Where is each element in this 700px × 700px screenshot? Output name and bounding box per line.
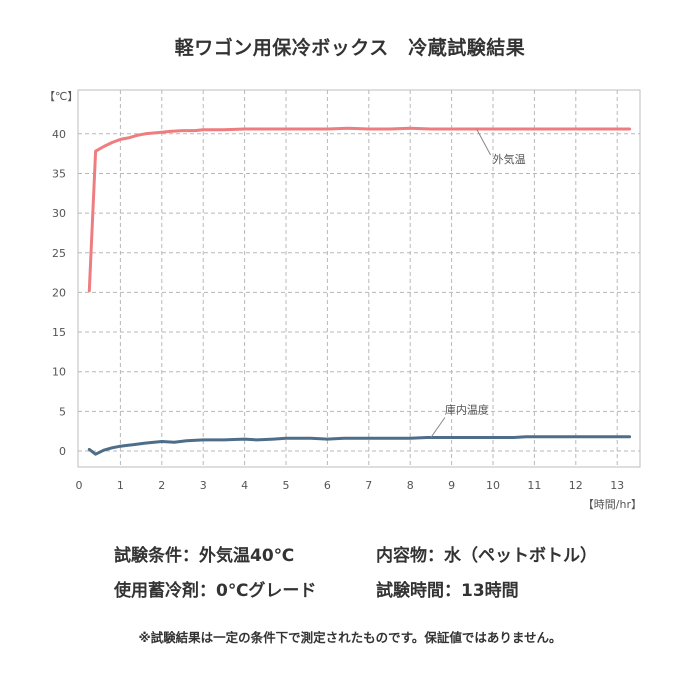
y-tick-label: 5	[59, 405, 66, 418]
annotation-leader	[430, 417, 446, 438]
series-label: 庫内温度	[445, 403, 489, 417]
y-tick-label: 0	[59, 445, 66, 458]
x-tick-label: 0	[76, 479, 83, 492]
y-tick-label: 40	[52, 128, 66, 141]
y-tick-label: 30	[52, 207, 66, 220]
test-time-condition: 試験時間：13時間	[376, 581, 519, 601]
x-tick-label: 1	[117, 479, 124, 492]
series-line-0	[87, 126, 632, 293]
x-tick-label: 13	[610, 479, 624, 492]
chart-series	[87, 126, 632, 456]
y-axis-label: 【℃】	[44, 90, 78, 103]
series-label: 外気温	[493, 152, 526, 166]
disclaimer-note: ※試験結果は一定の条件下で測定されたものです。保証値ではありません。	[138, 630, 562, 645]
y-tick-label: 10	[52, 366, 66, 379]
x-tick-label: 4	[241, 479, 248, 492]
annotation-leader	[476, 128, 492, 156]
contents-condition: 内容物：水（ペットボトル）	[376, 546, 597, 566]
series-line-1	[87, 435, 632, 456]
test-condition: 試験条件：外気温40℃	[114, 546, 295, 566]
x-tick-label: 12	[569, 479, 583, 492]
x-tick-label: 7	[365, 479, 372, 492]
x-tick-label: 5	[283, 479, 290, 492]
x-axis-label: 【時間/hr】	[583, 498, 642, 511]
y-tick-label: 15	[52, 326, 66, 339]
x-tick-label: 10	[486, 479, 500, 492]
x-tick-label: 9	[448, 479, 455, 492]
x-tick-label: 6	[324, 479, 331, 492]
y-tick-label: 20	[52, 286, 66, 299]
plot-frame	[77, 89, 641, 468]
y-tick-label: 25	[52, 247, 66, 260]
y-tick-label: 35	[52, 167, 66, 180]
chart-grid	[78, 90, 640, 467]
coolant-condition: 使用蓄冷剤：0℃グレード	[114, 581, 317, 601]
x-tick-label: 8	[407, 479, 414, 492]
x-tick-label: 11	[527, 479, 541, 492]
x-tick-label: 3	[200, 479, 207, 492]
x-tick-label: 2	[158, 479, 165, 492]
chart-title: 軽ワゴン用保冷ボックス 冷蔵試験結果	[174, 37, 526, 59]
